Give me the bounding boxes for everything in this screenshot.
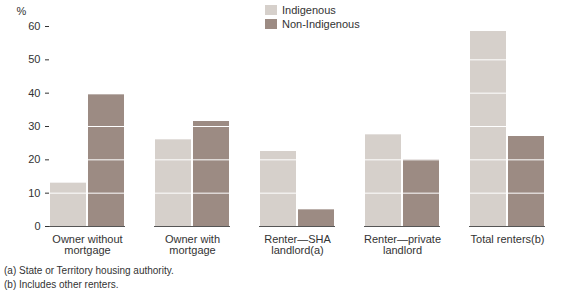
svg-text:60: 60 — [28, 20, 40, 32]
html-text:(a) State or Territory housing: (a) State or Territory housing authority… — [4, 265, 174, 276]
svg-text:Total renters(b): Total renters(b) — [471, 233, 545, 245]
svg-text:Renter—privatelandlord: Renter—privatelandlord — [364, 233, 441, 256]
svg-text:0: 0 — [34, 220, 40, 232]
svg-text:20: 20 — [28, 153, 40, 165]
svg-text:50: 50 — [28, 53, 40, 65]
svg-text:Owner withmortgage: Owner withmortgage — [165, 233, 220, 256]
html-text:Non-Indigenous: Non-Indigenous — [282, 18, 360, 30]
svg-text:%: % — [17, 5, 27, 17]
svg-text:Owner withoutmortgage: Owner withoutmortgage — [52, 233, 122, 256]
svg-text:40: 40 — [28, 87, 40, 99]
svg-text:10: 10 — [28, 187, 40, 199]
svg-text:30: 30 — [28, 120, 40, 132]
html-text:Indigenous: Indigenous — [282, 4, 336, 16]
svg-text:Renter—SHAlandlord(a): Renter—SHAlandlord(a) — [264, 233, 331, 256]
html-text:(b) Includes other renters.: (b) Includes other renters. — [4, 279, 119, 290]
